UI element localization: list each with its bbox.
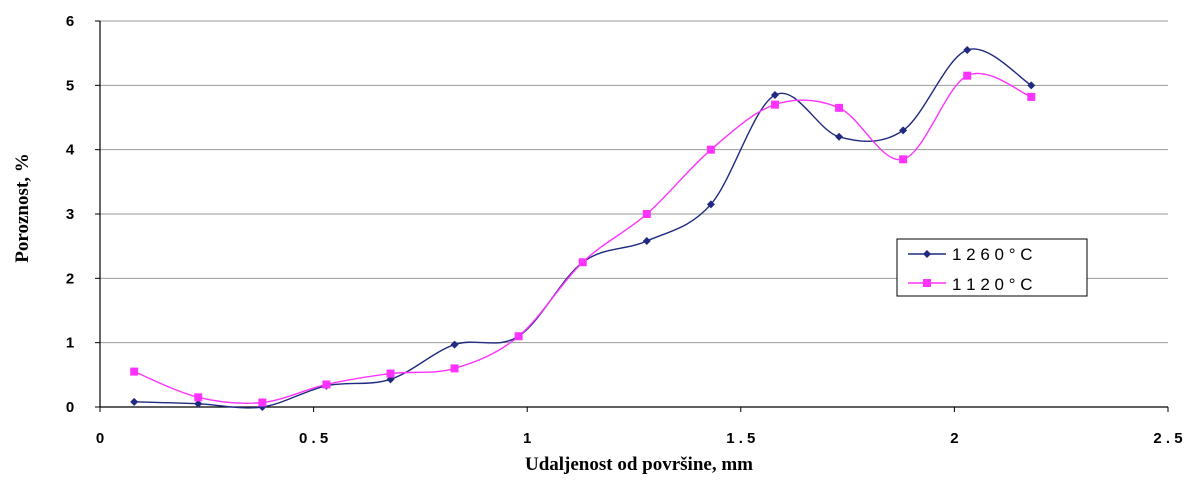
x-tick-label-1: 0 . 5	[299, 430, 328, 447]
y-tick-label-4: 4	[66, 142, 75, 159]
y-tick-label-3: 3	[66, 206, 74, 223]
point-1120-9	[706, 145, 715, 154]
point-1120-14	[1027, 92, 1036, 101]
legend-label-1120: 1 1 2 0 ° C	[952, 275, 1033, 294]
point-1120-1	[194, 393, 203, 402]
point-1260-5	[450, 340, 459, 349]
series-line-1260	[134, 48, 1032, 409]
point-1120-0	[130, 367, 139, 376]
x-tick-label-4: 2	[950, 430, 958, 447]
x-tick-label-3: 1 . 5	[726, 430, 755, 447]
x-tick-label-5: 2 . 5	[1153, 430, 1182, 447]
point-1260-12	[899, 126, 908, 135]
x-axis-title: Udaljenost od površine, mm	[525, 454, 753, 475]
point-1260-1	[194, 399, 203, 408]
point-1120-8	[642, 210, 651, 218]
point-1260-14	[1027, 81, 1036, 90]
x-tick-label-2: 1	[523, 430, 531, 447]
point-1120-3	[322, 380, 331, 389]
point-1260-11	[835, 132, 844, 141]
legend-marker-1120	[923, 279, 931, 287]
point-1120-10	[770, 100, 779, 109]
series	[130, 45, 1036, 411]
y-tick-label-1: 1	[66, 335, 74, 352]
point-1120-13	[963, 71, 972, 80]
y-tick-label-6: 6	[66, 13, 74, 30]
y-tick-label-0: 0	[66, 399, 74, 416]
legend-box	[896, 238, 1088, 297]
legend-label-1260: 1 2 6 0 ° C	[952, 245, 1033, 264]
point-1260-8	[642, 237, 651, 246]
point-1260-10	[770, 90, 779, 99]
point-1260-0	[130, 397, 139, 406]
axes	[95, 20, 1169, 412]
point-1120-5	[450, 364, 459, 373]
gridlines	[100, 20, 1168, 344]
point-1120-2	[258, 398, 267, 407]
point-1120-4	[386, 369, 395, 378]
y-axis-title: Poroznost, %	[12, 153, 33, 262]
point-1260-13	[963, 45, 972, 54]
point-1120-7	[578, 258, 587, 267]
point-1120-6	[514, 332, 523, 341]
legend: 1 2 6 0 ° C 1 1 2 0 ° C	[896, 238, 1088, 297]
x-tick-label-0: 0	[96, 430, 104, 447]
point-1260-9	[706, 200, 715, 209]
tick-labels: 0 1 2 3 4 5 6 0 0 . 5 1 1 . 5 2 2 . 5	[66, 13, 1183, 447]
series-line-1120	[133, 72, 1032, 405]
point-1120-11	[835, 103, 844, 112]
legend-marker-1260	[923, 250, 931, 258]
y-tick-label-5: 5	[66, 77, 74, 94]
point-1120-12	[899, 155, 908, 164]
y-tick-label-2: 2	[66, 270, 74, 287]
